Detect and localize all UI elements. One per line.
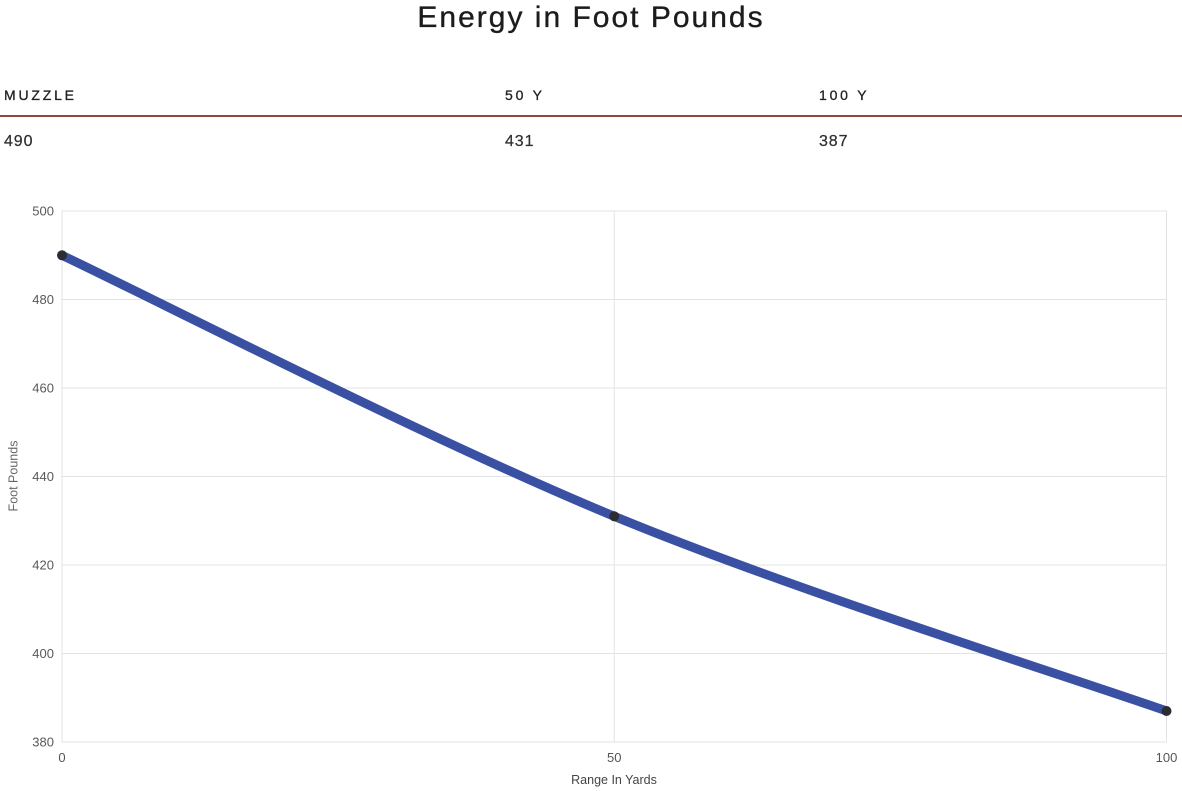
svg-text:Range In Yards: Range In Yards: [571, 773, 657, 787]
svg-text:480: 480: [32, 292, 54, 307]
svg-text:380: 380: [32, 734, 54, 749]
svg-text:50: 50: [607, 750, 621, 765]
svg-text:460: 460: [32, 380, 54, 395]
svg-text:100: 100: [1156, 750, 1178, 765]
svg-text:400: 400: [32, 646, 54, 661]
svg-text:0: 0: [58, 750, 65, 765]
svg-text:500: 500: [32, 203, 54, 218]
svg-text:Foot Pounds: Foot Pounds: [7, 441, 21, 512]
svg-text:440: 440: [32, 469, 54, 484]
svg-text:420: 420: [32, 557, 54, 572]
